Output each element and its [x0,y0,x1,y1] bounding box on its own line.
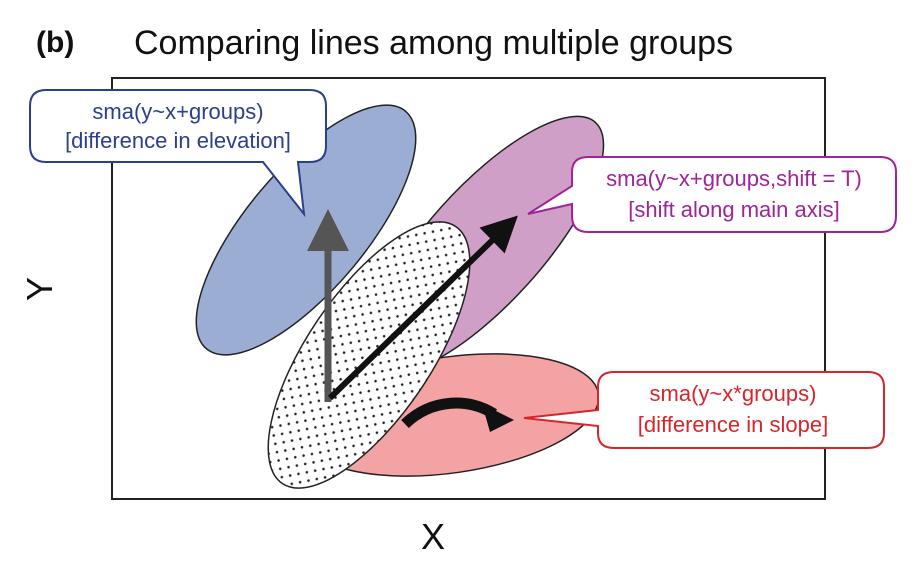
shift-callout-line1: sma(y~x+groups,shift = T) [606,166,862,191]
slope-callout-line1: sma(y~x*groups) [650,381,817,406]
y-axis-label: Y [19,276,61,302]
slope-callout-line2: [difference in slope] [638,412,828,437]
figure-title: Comparing lines among multiple groups [134,24,734,62]
elevation-callout: sma(y~x+groups) [difference in elevation… [29,89,327,218]
elevation-callout-line1: sma(y~x+groups) [92,99,263,124]
panel-label: (b) [36,26,75,59]
elevation-callout-line2: [difference in elevation] [65,128,291,153]
shift-arrow [327,215,518,401]
slope-callout: sma(y~x*groups) [difference in slope] [523,371,885,449]
plot-frame [111,77,826,500]
shift-callout: sma(y~x+groups,shift = T) [shift along m… [527,156,897,233]
shift-callout-line2: [shift along main axis] [628,197,840,222]
elevation-group-ellipse [195,104,417,356]
x-axis-label: X [421,516,446,557]
slope-rotation-icon [401,397,514,432]
reference-group-ellipse [267,221,471,489]
